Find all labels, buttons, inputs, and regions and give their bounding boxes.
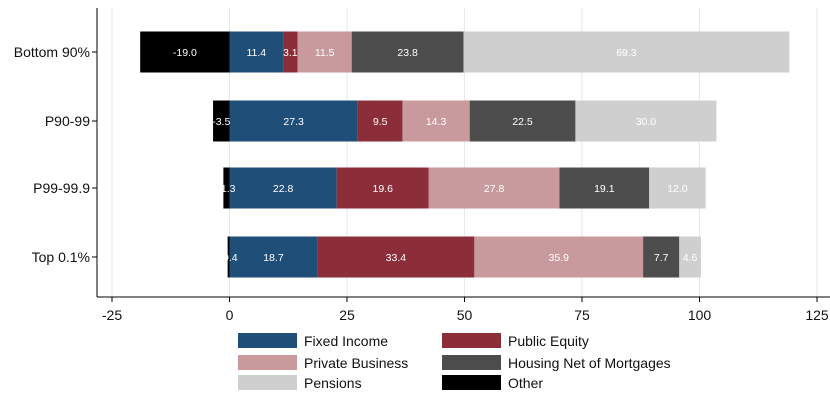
bar-housing-net-of-mortgages-row-0 bbox=[351, 31, 464, 73]
data-label-pensions-row-0: 69.3 bbox=[616, 47, 637, 59]
category-label-3: Top 0.1% bbox=[32, 249, 90, 265]
data-label-public-equity-row-3: 33.4 bbox=[386, 252, 407, 264]
data-label-pensions-row-3: 4.6 bbox=[683, 252, 698, 264]
data-label-fixed-income-row-3: 18.7 bbox=[263, 252, 284, 264]
bar-housing-net-of-mortgages-row-3 bbox=[643, 236, 680, 278]
legend-label-fixed-income: Fixed Income bbox=[304, 333, 388, 349]
bar-private-business-row-1 bbox=[402, 100, 470, 142]
legend-swatch-other bbox=[442, 375, 501, 390]
x-tick-label-1: 0 bbox=[226, 307, 234, 323]
data-label-other-row-0: -19.0 bbox=[173, 47, 197, 59]
category-label-1: P90-99 bbox=[45, 113, 90, 129]
legend-item-housing-net-of-mortgages: Housing Net of Mortgages bbox=[442, 355, 671, 371]
bar-other-row-2 bbox=[223, 167, 230, 209]
x-tick-label-0: -25 bbox=[102, 307, 122, 323]
data-label-public-equity-row-2: 19.6 bbox=[373, 183, 394, 195]
legend-item-fixed-income: Fixed Income bbox=[238, 333, 388, 349]
legend-label-private-business: Private Business bbox=[304, 355, 408, 371]
bar-public-equity-row-2 bbox=[336, 167, 429, 209]
legend-item-other: Other bbox=[442, 375, 543, 391]
data-label-public-equity-row-1: 9.5 bbox=[373, 116, 388, 128]
data-label-fixed-income-row-1: 27.3 bbox=[283, 116, 304, 128]
x-tick-label-2: 25 bbox=[339, 307, 355, 323]
data-label-housing-net-of-mortgages-row-0: 23.8 bbox=[397, 47, 418, 59]
bar-fixed-income-row-2 bbox=[229, 167, 337, 209]
bar-other-row-1 bbox=[213, 100, 230, 142]
legend-swatch-public-equity bbox=[442, 333, 501, 348]
category-label-2: P99-99.9 bbox=[33, 180, 90, 196]
x-tick-label-5: 100 bbox=[688, 307, 712, 323]
legend-swatch-pensions bbox=[238, 375, 297, 390]
category-label-0: Bottom 90% bbox=[14, 44, 90, 60]
bar-other-row-0 bbox=[140, 31, 230, 73]
bar-pensions-row-1 bbox=[575, 100, 717, 142]
x-tick-label-4: 75 bbox=[574, 307, 590, 323]
bar-public-equity-row-0 bbox=[283, 31, 298, 73]
legend-label-pensions: Pensions bbox=[304, 375, 362, 391]
data-label-fixed-income-row-2: 22.8 bbox=[273, 183, 294, 195]
legend-swatch-private-business bbox=[238, 355, 297, 370]
legend-item-public-equity: Public Equity bbox=[442, 333, 589, 349]
legend-label-public-equity: Public Equity bbox=[508, 333, 589, 349]
data-label-private-business-row-3: 35.9 bbox=[549, 252, 570, 264]
bar-public-equity-row-3 bbox=[317, 236, 475, 278]
legend-label-housing-net-of-mortgages: Housing Net of Mortgages bbox=[508, 355, 671, 371]
bar-pensions-row-0 bbox=[463, 31, 790, 73]
bar-housing-net-of-mortgages-row-2 bbox=[559, 167, 650, 209]
data-label-pensions-row-1: 30.0 bbox=[636, 116, 657, 128]
bar-other-row-3 bbox=[227, 236, 230, 278]
legend-swatch-housing-net-of-mortgages bbox=[442, 355, 501, 370]
legend-label-other: Other bbox=[508, 375, 543, 391]
bar-fixed-income-row-1 bbox=[229, 100, 358, 142]
bar-private-business-row-2 bbox=[428, 167, 560, 209]
data-label-pensions-row-2: 12.0 bbox=[667, 183, 688, 195]
bar-fixed-income-row-3 bbox=[229, 236, 318, 278]
data-label-housing-net-of-mortgages-row-2: 19.1 bbox=[594, 183, 615, 195]
x-tick-label-3: 50 bbox=[457, 307, 473, 323]
data-label-private-business-row-0: 11.5 bbox=[315, 47, 335, 59]
bar-pensions-row-3 bbox=[679, 236, 701, 278]
legend-item-private-business: Private Business bbox=[238, 355, 408, 371]
bar-fixed-income-row-0 bbox=[229, 31, 284, 73]
bar-public-equity-row-1 bbox=[357, 100, 403, 142]
bar-pensions-row-2 bbox=[649, 167, 706, 209]
data-label-public-equity-row-0: 3.1 bbox=[283, 47, 298, 59]
data-label-other-row-1: -3.5 bbox=[212, 116, 230, 128]
bar-private-business-row-3 bbox=[474, 236, 644, 278]
x-tick-label-6: 125 bbox=[805, 307, 829, 323]
data-label-other-row-3: -0.4 bbox=[220, 252, 238, 264]
data-label-fixed-income-row-0: 11.4 bbox=[246, 47, 266, 59]
data-label-housing-net-of-mortgages-row-1: 22.5 bbox=[512, 116, 533, 128]
legend-item-pensions: Pensions bbox=[238, 375, 362, 391]
bar-private-business-row-0 bbox=[297, 31, 352, 73]
data-label-housing-net-of-mortgages-row-3: 7.7 bbox=[654, 252, 669, 264]
data-label-private-business-row-2: 27.8 bbox=[484, 183, 505, 195]
legend-swatch-fixed-income bbox=[238, 333, 297, 348]
data-label-other-row-2: -1.3 bbox=[217, 183, 235, 195]
data-label-private-business-row-1: 14.3 bbox=[426, 116, 447, 128]
bar-housing-net-of-mortgages-row-1 bbox=[469, 100, 576, 142]
